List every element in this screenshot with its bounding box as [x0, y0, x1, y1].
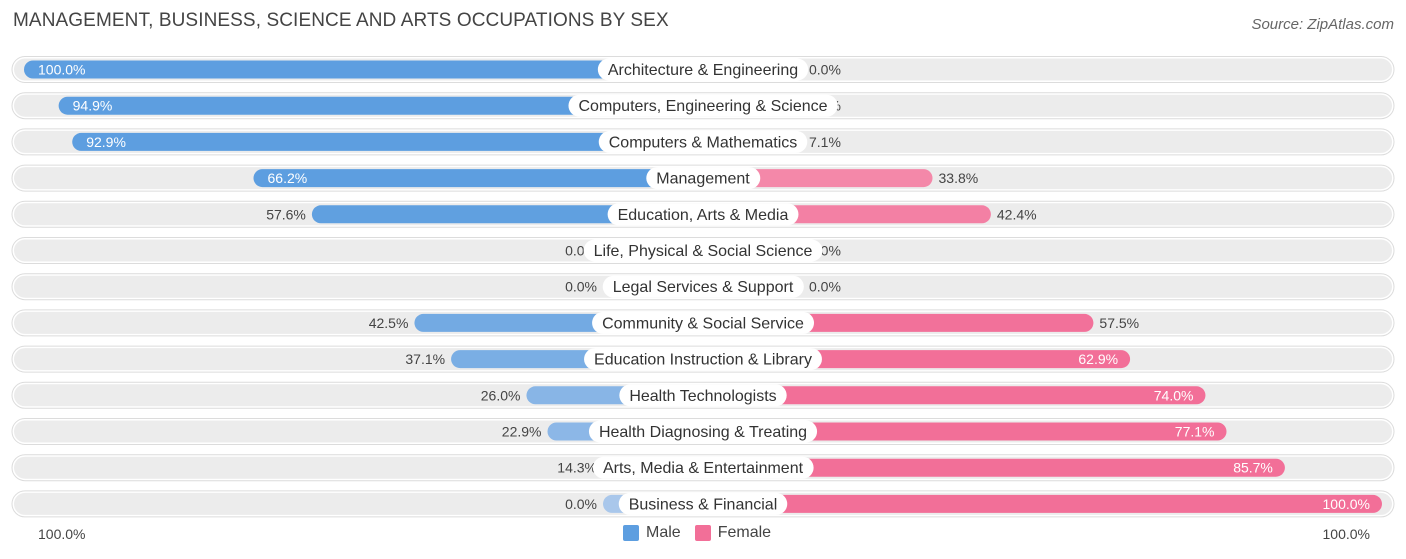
category-label: Health Diagnosing & Treating [599, 424, 807, 441]
female-bar [703, 169, 933, 188]
chart-row: 26.0% 74.0% Health Technologists [11, 381, 1395, 409]
chart-row: 57.6% 42.4% Education, Arts & Media [11, 200, 1395, 228]
chart-row: 92.9% 7.1% Computers & Mathematics [11, 128, 1395, 156]
chart-row: 14.3% 85.7% Arts, Media & Entertainment [11, 454, 1395, 482]
female-value-label: 62.9% [1078, 351, 1118, 367]
category-label-background [592, 456, 814, 479]
legend-swatch-female [694, 525, 711, 541]
category-label-background [568, 94, 838, 117]
legend-label-female: Female [717, 524, 772, 541]
chart-row: 42.5% 57.5% Community & Social Service [11, 309, 1395, 337]
category-label: Architecture & Engineering [608, 62, 798, 79]
category-label-background [618, 492, 788, 515]
male-value-label: 37.1% [405, 351, 445, 367]
legend-label-male: Male [646, 524, 681, 541]
male-bar [311, 205, 703, 224]
female-value-label: 77.1% [1175, 424, 1215, 440]
category-label-background [646, 167, 761, 190]
category-label-background [588, 420, 818, 443]
female-value-label: 100.0% [1323, 496, 1370, 512]
legend: Male Female [623, 524, 785, 542]
legend-swatch-male [623, 525, 639, 541]
chart-row: 100.0% 0.0% Architecture & Engineering [11, 56, 1395, 83]
source-label: Source: ZipAtlas.com [1251, 16, 1394, 33]
category-label: Computers, Engineering & Science [578, 98, 827, 115]
category-label-background [592, 311, 815, 334]
female-value-label: 85.7% [1233, 460, 1273, 476]
category-label: Community & Social Service [602, 315, 804, 332]
female-value-label: 42.4% [997, 206, 1037, 222]
female-bar [703, 386, 1206, 405]
male-value-label: 92.9% [86, 134, 126, 150]
male-value-label: 22.9% [502, 424, 542, 440]
male-value-label: 0.0% [565, 496, 597, 512]
legend-item-male: Male [623, 524, 681, 542]
category-label: Legal Services & Support [613, 279, 794, 296]
male-value-label: 57.6% [266, 206, 306, 222]
male-value-label: 42.5% [369, 315, 409, 331]
legend-item-female: Female [694, 524, 772, 542]
male-value-label: 0.0% [565, 279, 597, 295]
chart-row: 94.9%5.1%Computers, Engineering & Scienc… [11, 92, 1395, 120]
female-bar [703, 494, 1382, 513]
category-label: Life, Physical & Social Science [594, 243, 813, 260]
female-bar [703, 422, 1227, 441]
category-label-background [584, 348, 822, 371]
axis-left-label: 100.0% [38, 526, 86, 542]
category-label: Health Technologists [629, 388, 776, 405]
chart-row: 22.9% 77.1% Health Diagnosing & Treating [11, 418, 1395, 445]
category-label: Business & Financial [629, 496, 778, 513]
category-label-background [619, 384, 787, 407]
category-label-background [607, 203, 799, 226]
male-value-label: 94.9% [73, 98, 113, 114]
category-label-background [598, 130, 808, 153]
category-label: Computers & Mathematics [609, 134, 798, 151]
chart-row: 0.0% 100.0% Business & Financial [11, 490, 1395, 518]
category-label: Arts, Media & Entertainment [603, 460, 804, 477]
category-label: Education Instruction & Library [594, 352, 812, 369]
female-value-label: 57.5% [1099, 315, 1139, 331]
chart-row: 0.0% 0.0% Legal Services & Support [11, 273, 1395, 301]
male-value-label: 26.0% [481, 387, 521, 403]
chart-row: 66.2% 33.8% Management [11, 164, 1395, 192]
chart-row: 0.0% 0.0%Life, Physical & Social Science [11, 237, 1395, 264]
category-label-background [597, 58, 809, 81]
female-value-label: 33.8% [939, 170, 979, 186]
female-value-label: 7.1% [809, 134, 841, 150]
male-value-label: 66.2% [268, 170, 308, 186]
male-value-label: 100.0% [38, 62, 85, 78]
male-bar [253, 169, 703, 188]
female-value-label: 0.0% [809, 62, 841, 78]
chart-title: MANAGEMENT, BUSINESS, SCIENCE AND ARTS O… [13, 10, 669, 31]
male-bar [72, 132, 704, 151]
female-value-label: 0.0% [809, 279, 841, 295]
female-bar [703, 458, 1285, 477]
category-label: Management [656, 171, 750, 188]
male-bar [58, 96, 703, 115]
female-value-label: 74.0% [1154, 387, 1194, 403]
chart-row: 37.1% 62.9% Education Instruction & Librar… [11, 345, 1395, 373]
male-value-label: 14.3% [557, 460, 597, 476]
axis-right-label: 100.0% [1322, 526, 1370, 542]
male-bar [24, 60, 703, 79]
category-label-background [602, 275, 804, 298]
category-label-background [583, 239, 823, 262]
category-label: Education, Arts & Media [618, 207, 789, 224]
